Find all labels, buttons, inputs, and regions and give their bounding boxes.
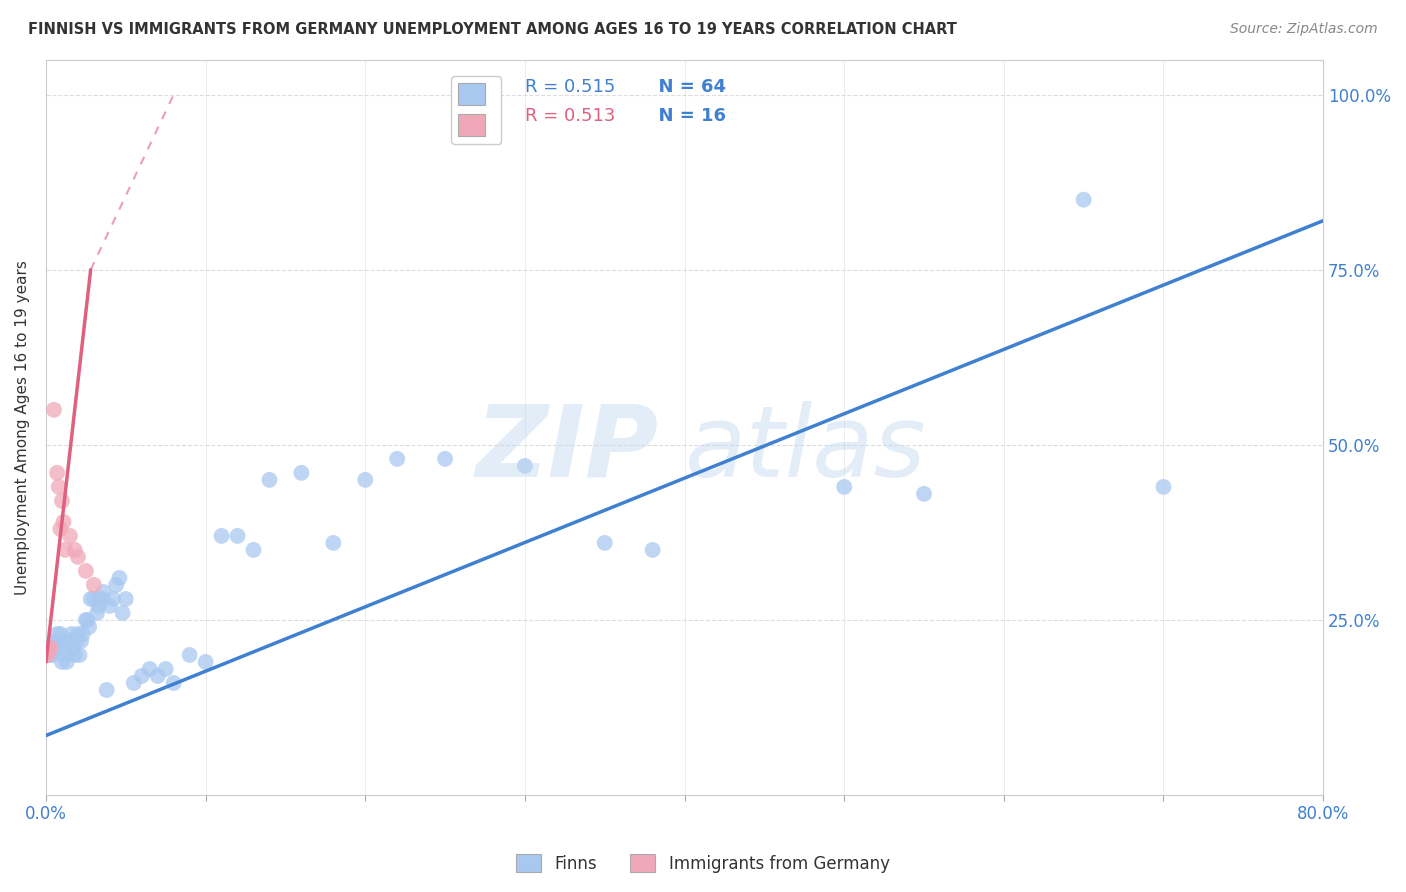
Point (42, 402, 65, 417)
Point (46, 466, 69, 480)
Point (832, 480, 855, 494)
Y-axis label: Unemployment Among Ages 16 to 19 years: Unemployment Among Ages 16 to 19 years (15, 260, 30, 595)
Point (242, 542, 264, 557)
Point (105, 578, 128, 592)
Text: N = 64: N = 64 (647, 78, 727, 96)
Point (1153, 480, 1175, 494)
Point (87, 599, 110, 613)
Point (52, 515, 75, 529)
Point (93, 585, 115, 599)
Point (49, 522, 72, 536)
Point (51, 494, 73, 508)
Text: atlas: atlas (685, 401, 927, 498)
Text: R = 0.515: R = 0.515 (524, 78, 616, 96)
Point (96, 683, 118, 698)
Point (163, 676, 186, 690)
Point (51, 655, 73, 669)
Point (194, 655, 217, 669)
Point (48, 634, 70, 648)
Point (53, 648, 76, 662)
Point (101, 591, 124, 606)
Legend: Finns, Immigrants from Germany: Finns, Immigrants from Germany (509, 847, 897, 880)
Point (76, 613, 98, 627)
Point (641, 542, 664, 557)
Point (912, 487, 935, 501)
Point (89, 591, 111, 606)
Point (75, 613, 97, 627)
Point (53, 542, 76, 557)
Point (179, 648, 201, 662)
Point (66, 627, 89, 641)
Point (38, 640, 60, 655)
Point (211, 529, 233, 543)
Point (122, 676, 145, 690)
Point (52, 634, 75, 648)
Point (83, 578, 105, 592)
Point (434, 451, 457, 466)
Point (66, 549, 89, 564)
Point (75, 564, 97, 578)
Point (226, 529, 249, 543)
Point (39, 640, 62, 655)
Point (155, 662, 177, 676)
Text: R = 0.513: R = 0.513 (524, 107, 616, 126)
Point (69, 648, 91, 662)
Legend: , : , (451, 76, 502, 144)
Point (38, 640, 60, 655)
Point (1073, 193, 1095, 207)
Point (593, 536, 616, 550)
Point (51, 640, 73, 655)
Point (46, 627, 69, 641)
Text: FINNISH VS IMMIGRANTS FROM GERMANY UNEMPLOYMENT AMONG AGES 16 TO 19 YEARS CORREL: FINNISH VS IMMIGRANTS FROM GERMANY UNEMP… (28, 22, 957, 37)
Point (42, 634, 65, 648)
Point (63, 542, 86, 557)
Point (60, 627, 83, 641)
Point (146, 669, 169, 683)
Point (354, 473, 377, 487)
Point (79, 591, 101, 606)
Point (139, 662, 162, 676)
Point (322, 536, 344, 550)
Point (385, 451, 408, 466)
Point (86, 606, 108, 620)
Point (114, 591, 136, 606)
Point (111, 606, 134, 620)
Point (37, 648, 59, 662)
Point (62, 640, 84, 655)
Point (131, 669, 153, 683)
Text: ZIP: ZIP (477, 401, 659, 498)
Point (35, 648, 58, 662)
Point (77, 620, 100, 634)
Point (108, 571, 131, 585)
Point (41, 648, 63, 662)
Point (83, 591, 105, 606)
Text: Source: ZipAtlas.com: Source: ZipAtlas.com (1230, 22, 1378, 37)
Point (70, 634, 93, 648)
Point (35, 648, 58, 662)
Point (72, 627, 94, 641)
Point (59, 529, 82, 543)
Point (98, 599, 121, 613)
Point (55, 655, 77, 669)
Point (259, 473, 281, 487)
Point (65, 634, 87, 648)
Point (39, 648, 62, 662)
Point (90, 591, 112, 606)
Point (48, 480, 70, 494)
Text: N = 16: N = 16 (647, 107, 727, 126)
Point (63, 648, 86, 662)
Point (290, 466, 312, 480)
Point (59, 634, 82, 648)
Point (49, 627, 72, 641)
Point (513, 458, 536, 473)
Point (45, 640, 67, 655)
